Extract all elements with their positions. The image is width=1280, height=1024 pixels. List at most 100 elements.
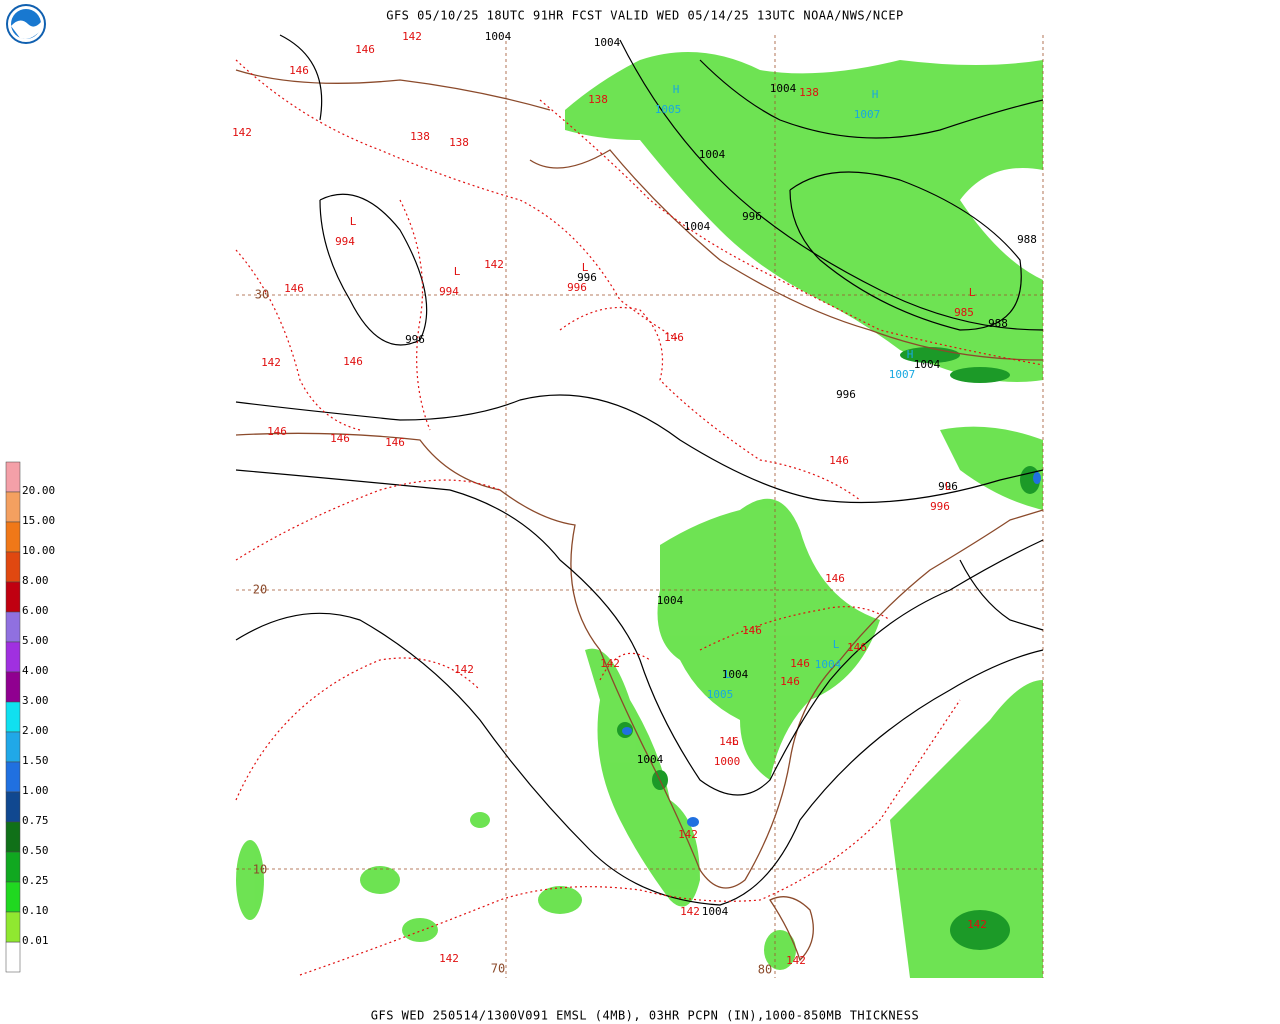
- thickness-label: 146: [343, 355, 363, 368]
- center-symbol: H: [872, 88, 879, 101]
- legend-label: 2.00: [22, 724, 49, 737]
- legend-label: 0.50: [22, 844, 49, 857]
- center-symbol: L: [945, 480, 952, 493]
- map-footer: GFS WED 250514/1300V091 EMSL (4MB), 03HR…: [371, 1009, 919, 1023]
- isobar-label: 1004: [699, 148, 726, 161]
- thickness-label: 146: [829, 454, 849, 467]
- thickness-label: 138: [410, 130, 430, 143]
- isobar-label: 1004: [914, 358, 941, 371]
- center-value: 996: [567, 281, 587, 294]
- legend-swatch: [5, 881, 21, 913]
- thickness-label: 138: [799, 86, 819, 99]
- center-symbol: L: [969, 286, 976, 299]
- isobar-label: 1004: [594, 36, 621, 49]
- legend-swatch: [5, 791, 21, 823]
- isobar-label: 1004: [702, 905, 729, 918]
- grid-label: 30: [255, 288, 269, 302]
- legend-label: 8.00: [22, 574, 49, 587]
- center-value: 985: [954, 306, 974, 319]
- precip-heavy: [617, 347, 1040, 950]
- precip-areas: [236, 52, 1043, 978]
- center-value: 1007: [889, 368, 916, 381]
- legend-label: 6.00: [22, 604, 49, 617]
- thickness-label: 146: [355, 43, 375, 56]
- thickness-label: 142: [484, 258, 504, 271]
- legend-label: 5.00: [22, 634, 49, 647]
- center-symbol: L: [833, 638, 840, 651]
- legend-swatch: [5, 821, 21, 853]
- legend-swatch: [5, 701, 21, 733]
- thickness-label: 146: [267, 425, 287, 438]
- center-symbol: L: [350, 215, 357, 228]
- isobar-label: 996: [577, 271, 597, 284]
- center-symbol: L: [732, 735, 739, 748]
- legend-swatch: [5, 611, 21, 643]
- legend-label: 15.00: [22, 514, 55, 527]
- isobars: [235, 34, 1044, 906]
- thickness-label: 142: [402, 30, 422, 43]
- thickness-label: 146: [385, 436, 405, 449]
- center-value: 1007: [854, 108, 881, 121]
- thickness-label: 146: [847, 641, 867, 654]
- thickness-label: 142: [967, 918, 987, 931]
- thickness-label: 142: [232, 126, 252, 139]
- legend-label: 0.25: [22, 874, 49, 887]
- legend-label: 10.00: [22, 544, 55, 557]
- legend-label: 0.01: [22, 934, 49, 947]
- legend-swatch: [5, 731, 21, 763]
- thickness-label: 142: [678, 828, 698, 841]
- thickness-label: 146: [719, 735, 739, 748]
- isobar-label: 1004: [770, 82, 797, 95]
- center-value: 1005: [655, 103, 682, 116]
- center-symbol: L: [582, 261, 589, 274]
- legend-swatch: [5, 491, 21, 523]
- noaa-logo: [6, 4, 46, 44]
- isobar-label: 1004: [485, 30, 512, 43]
- thickness-label: 146: [284, 282, 304, 295]
- thickness-label: 142: [786, 954, 806, 967]
- thickness-label: 146: [742, 624, 762, 637]
- map-title: GFS 05/10/25 18UTC 91HR FCST VALID WED 0…: [386, 9, 904, 23]
- grid-label: 10: [253, 863, 267, 877]
- isobar-label: 1004: [722, 668, 749, 681]
- legend-label: 1.00: [22, 784, 49, 797]
- thickness-label: 142: [454, 663, 474, 676]
- isobar-label: 1004: [637, 753, 664, 766]
- legend-swatch: [5, 851, 21, 883]
- isobar-label: 1004: [657, 594, 684, 607]
- thickness-label: 146: [825, 572, 845, 585]
- legend-swatch: [5, 911, 21, 943]
- center-symbol: H: [673, 83, 680, 96]
- thickness-label: 146: [289, 64, 309, 77]
- center-value: 996: [930, 500, 950, 513]
- thickness-label: 142: [261, 356, 281, 369]
- grid-label: 80: [758, 963, 772, 977]
- center-symbol: H: [907, 348, 914, 361]
- legend-label: 0.10: [22, 904, 49, 917]
- grid-label: 20: [253, 583, 267, 597]
- coastline: [235, 69, 1044, 962]
- isobar-label: 996: [405, 333, 425, 346]
- center-value: 1005: [707, 688, 734, 701]
- thickness-label: 138: [449, 136, 469, 149]
- center-value: 994: [439, 285, 459, 298]
- isobar-label: 996: [938, 480, 958, 493]
- thickness-label: 142: [680, 905, 700, 918]
- isobar-label: 988: [1017, 233, 1037, 246]
- center-symbol: L: [725, 668, 732, 681]
- thickness-label: 146: [664, 331, 684, 344]
- legend-swatch: [5, 581, 21, 613]
- legend-swatch: [5, 521, 21, 553]
- isobar-label: 996: [836, 388, 856, 401]
- thickness-label: 142: [439, 952, 459, 965]
- center-value: 994: [335, 235, 355, 248]
- grid-label: 70: [491, 962, 505, 976]
- legend-label: 3.00: [22, 694, 49, 707]
- legend-label: 0.75: [22, 814, 49, 827]
- center-value: 1000: [714, 755, 741, 768]
- legend-swatch: [5, 761, 21, 793]
- thickness-label: 146: [780, 675, 800, 688]
- legend-label: 4.00: [22, 664, 49, 677]
- precip-peak: [622, 472, 1041, 827]
